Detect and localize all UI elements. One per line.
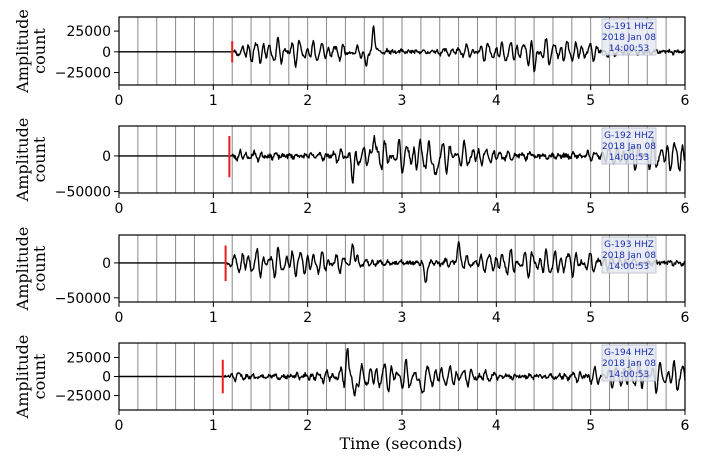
y-tick-label: 0 bbox=[102, 45, 111, 61]
station-info-date: 2018 Jan 08 bbox=[602, 142, 656, 152]
seismic-trace bbox=[118, 348, 686, 397]
station-info-date: 2018 Jan 08 bbox=[602, 359, 656, 369]
y-tick-label: −25000 bbox=[55, 389, 111, 405]
x-tick-label: 1 bbox=[209, 310, 218, 326]
station-info-station: G-194 HHZ bbox=[604, 348, 654, 358]
x-tick-label: 6 bbox=[681, 418, 690, 434]
station-info-box bbox=[601, 344, 657, 382]
station-info-time: 14:00:53 bbox=[609, 262, 649, 272]
x-tick-label: 2 bbox=[303, 93, 312, 109]
x-tick-label: 2 bbox=[303, 418, 312, 434]
x-tick-label: 5 bbox=[586, 418, 595, 434]
x-tick-label: 3 bbox=[398, 418, 407, 434]
seismic-trace bbox=[118, 240, 686, 283]
x-tick-label: 2 bbox=[303, 310, 312, 326]
y-axis-label-line: Amplitude bbox=[13, 118, 32, 203]
x-tick-label: 4 bbox=[492, 418, 501, 434]
x-tick-label: 6 bbox=[681, 201, 690, 217]
y-tick-label: 0 bbox=[102, 256, 111, 272]
y-axis-label-line: count bbox=[30, 353, 49, 399]
y-axis-label-line: Amplitude bbox=[13, 335, 32, 420]
y-axis-label-line: count bbox=[30, 28, 49, 74]
station-info-box bbox=[601, 18, 657, 56]
y-axis-label: Amplitudecount bbox=[13, 335, 49, 420]
x-tick-label: 1 bbox=[209, 93, 218, 109]
x-tick-label: 1 bbox=[209, 418, 218, 434]
y-axis-label: Amplitudecount bbox=[13, 118, 49, 203]
y-tick-label: 25000 bbox=[66, 24, 111, 40]
x-tick-label: 4 bbox=[492, 93, 501, 109]
station-info-date: 2018 Jan 08 bbox=[602, 251, 656, 261]
y-tick-label: −50000 bbox=[55, 185, 111, 201]
y-tick-label: −25000 bbox=[55, 66, 111, 82]
x-tick-label: 5 bbox=[586, 310, 595, 326]
y-axis-label: Amplitudecount bbox=[13, 9, 49, 94]
x-tick-label: 3 bbox=[398, 310, 407, 326]
y-tick-label: −50000 bbox=[55, 291, 111, 307]
x-tick-label: 5 bbox=[586, 201, 595, 217]
y-tick-label: 25000 bbox=[66, 350, 111, 366]
x-tick-label: 3 bbox=[398, 201, 407, 217]
station-info-station: G-192 HHZ bbox=[604, 131, 654, 141]
x-tick-label: 0 bbox=[115, 201, 124, 217]
y-axis-label-line: count bbox=[30, 245, 49, 291]
station-info-box bbox=[601, 127, 657, 165]
x-tick-label: 0 bbox=[115, 418, 124, 434]
x-tick-label: 5 bbox=[586, 93, 595, 109]
station-info-time: 14:00:53 bbox=[609, 370, 649, 380]
x-tick-label: 4 bbox=[492, 201, 501, 217]
x-tick-label: 4 bbox=[492, 310, 501, 326]
x-tick-label: 6 bbox=[681, 93, 690, 109]
x-tick-label: 2 bbox=[303, 201, 312, 217]
y-axis-label-line: count bbox=[30, 136, 49, 182]
y-tick-label: 0 bbox=[102, 149, 111, 165]
x-tick-label: 3 bbox=[398, 93, 407, 109]
seismic-trace bbox=[118, 25, 686, 73]
y-axis-label-line: Amplitude bbox=[13, 227, 32, 312]
station-info-time: 14:00:53 bbox=[609, 44, 649, 54]
station-info-station: G-193 HHZ bbox=[604, 240, 654, 250]
x-tick-label: 1 bbox=[209, 201, 218, 217]
y-axis-label-line: Amplitude bbox=[13, 9, 32, 94]
x-axis-label: Time (seconds) bbox=[339, 434, 462, 453]
y-axis-label: Amplitudecount bbox=[13, 227, 49, 312]
station-info-station: G-191 HHZ bbox=[604, 22, 654, 32]
x-tick-label: 0 bbox=[115, 93, 124, 109]
x-tick-label: 6 bbox=[681, 310, 690, 326]
seismic-trace bbox=[118, 134, 686, 184]
y-tick-label: 0 bbox=[102, 370, 111, 386]
station-info-date: 2018 Jan 08 bbox=[602, 33, 656, 43]
station-info-box bbox=[601, 236, 657, 274]
x-tick-label: 0 bbox=[115, 310, 124, 326]
station-info-time: 14:00:53 bbox=[609, 153, 649, 163]
